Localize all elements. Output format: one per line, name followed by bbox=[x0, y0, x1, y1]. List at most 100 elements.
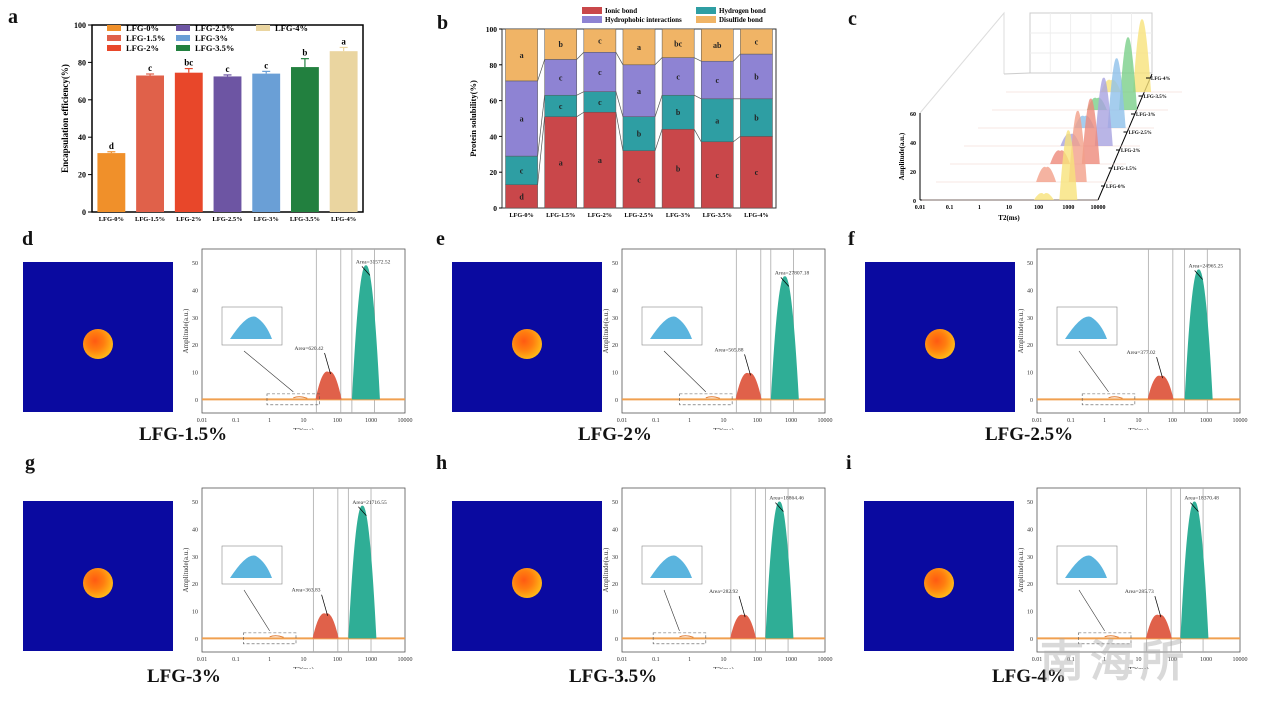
legend-swatch bbox=[582, 7, 602, 14]
annotation-arrow bbox=[744, 354, 751, 376]
area-label: Area=27807.18 bbox=[775, 270, 810, 276]
plot-frame bbox=[621, 487, 826, 653]
segment-letter: b bbox=[676, 165, 681, 174]
peak bbox=[351, 265, 380, 400]
peak bbox=[1081, 98, 1100, 164]
legend-swatch bbox=[176, 45, 190, 51]
x-tick-label: LFG-0% bbox=[509, 212, 534, 219]
x-tick-label: 0.1 bbox=[946, 205, 954, 211]
y-tick-label: 100 bbox=[74, 21, 86, 30]
inset-pointer bbox=[663, 589, 680, 631]
y-tick-label: 50 bbox=[612, 500, 618, 506]
segment-letter: b bbox=[676, 108, 681, 117]
plot-frame bbox=[201, 248, 406, 414]
stack-segment bbox=[544, 59, 578, 96]
sample-label-g: LFG-3% bbox=[147, 666, 221, 687]
y-axis-label: Amplitude(a.u.) bbox=[898, 132, 906, 180]
legend-label: LFG-1.5% bbox=[126, 33, 165, 43]
connector-line bbox=[733, 136, 741, 143]
x-tick-label: 10 bbox=[721, 418, 727, 424]
stack-segment bbox=[544, 28, 578, 60]
t2-spectrum-d: 0 10 20 30 40 50 0.01 0.1 1 10 100 1000 10000 T2(ms) A… bbox=[182, 248, 413, 430]
peak bbox=[770, 276, 799, 400]
inset-pointer bbox=[663, 350, 707, 393]
mri-image-g bbox=[23, 501, 173, 651]
stack-segment bbox=[740, 98, 773, 137]
y-tick-label: 40 bbox=[1027, 289, 1033, 295]
annotation-arrow bbox=[738, 596, 746, 618]
y-tick-label: 30 bbox=[612, 316, 618, 322]
zoom-box bbox=[266, 393, 320, 406]
bar bbox=[329, 51, 358, 213]
inset-pointer bbox=[243, 589, 270, 632]
x-tick-label: 100 bbox=[1168, 418, 1177, 424]
stack-segment bbox=[622, 116, 656, 151]
mri-image-h bbox=[452, 501, 602, 651]
legend-label: Ionic bond bbox=[605, 7, 637, 15]
legend-swatch bbox=[107, 45, 121, 51]
plot-frame bbox=[1036, 487, 1241, 653]
y-tick-label: 30 bbox=[192, 316, 198, 322]
stack-segment bbox=[505, 28, 538, 82]
watermark: 南海所 bbox=[1040, 636, 1190, 687]
peak bbox=[1180, 501, 1209, 639]
y-tick-label: 50 bbox=[612, 261, 618, 267]
annotation-arrow bbox=[321, 594, 328, 616]
x-tick-label: LFG-3% bbox=[254, 216, 279, 223]
y-tick-label: 10 bbox=[612, 371, 618, 377]
plot-frame bbox=[621, 248, 826, 414]
stack-segment bbox=[622, 28, 656, 66]
segment-letter: c bbox=[755, 38, 759, 47]
zoom-box bbox=[243, 632, 297, 645]
t2-spectrum-h: 0 10 20 30 40 50 0.01 0.1 1 10 100 1000 10000 T2(ms) A… bbox=[602, 487, 833, 669]
x-tick-label: LFG-3.5% bbox=[703, 212, 732, 219]
x-tick-label: LFG-2.5% bbox=[624, 212, 653, 219]
annotation-arrow bbox=[358, 506, 367, 516]
small-peak-curve bbox=[705, 396, 720, 399]
significance-letter: d bbox=[109, 141, 114, 151]
x-tick-label: LFG-2.5% bbox=[212, 216, 242, 223]
legend-label: Hydrogen bond bbox=[719, 7, 766, 15]
x-tick-label: 10 bbox=[1006, 205, 1012, 211]
sample-label-i: LFG-4% bbox=[992, 666, 1066, 687]
y-tick-label: 40 bbox=[1027, 528, 1033, 534]
x-axis-label: T2(ms) bbox=[293, 666, 314, 669]
x-tick-label: LFG-2% bbox=[588, 212, 613, 219]
t2-spectrum-i: 0 10 20 30 40 50 0.01 0.1 1 10 100 1000 10000 T2(ms) A… bbox=[1017, 487, 1248, 669]
annotation-arrow bbox=[1156, 357, 1163, 379]
y-tick-label: 10 bbox=[192, 371, 198, 377]
annotation-arrow bbox=[324, 352, 331, 375]
t2-waterfall-chart: 0 20 40 60 0.01 0.1 1 10 100 1000 10000 T2(ms) Ampli… bbox=[898, 11, 1182, 222]
peak bbox=[1094, 77, 1113, 146]
y-tick-label: 10 bbox=[1027, 371, 1033, 377]
y-axis-label: Protein solubility(%) bbox=[468, 80, 478, 157]
sample-spot bbox=[925, 329, 955, 359]
x-tick-label: 0.01 bbox=[1032, 657, 1043, 663]
plot-frame bbox=[201, 487, 406, 653]
sample-spot bbox=[83, 329, 113, 359]
y-tick-label: 30 bbox=[612, 555, 618, 561]
area-label: Area=24965.25 bbox=[1189, 264, 1224, 270]
significance-letter: c bbox=[264, 60, 268, 70]
x-tick-label: 1 bbox=[268, 657, 271, 663]
peak bbox=[735, 372, 762, 400]
y-tick-label: 20 bbox=[612, 582, 618, 588]
panel-label-c: c bbox=[848, 8, 857, 30]
segment-letter: a bbox=[559, 158, 563, 167]
legend-label: LFG-4% bbox=[275, 23, 308, 33]
sample-label-h: LFG-3.5% bbox=[569, 666, 658, 687]
sample-label-d: LFG-1.5% bbox=[139, 424, 228, 445]
legend-swatch bbox=[696, 7, 716, 14]
x-tick-label: 0.1 bbox=[1067, 418, 1075, 424]
annotation-arrow bbox=[1194, 270, 1203, 280]
y-axis-label: Amplitude(a.u.) bbox=[602, 547, 610, 592]
y-axis-label: Encapsulation efficiency(%) bbox=[60, 64, 70, 173]
mri-image-i bbox=[864, 501, 1014, 651]
y-tick-label: 0 bbox=[913, 199, 916, 205]
area-label: Area=565.88 bbox=[715, 347, 744, 353]
segment-letter: c bbox=[559, 102, 563, 111]
series-label: LFG-4% bbox=[1151, 77, 1170, 82]
x-tick-label: 0.01 bbox=[617, 657, 628, 663]
y-tick-label: 0 bbox=[195, 398, 198, 404]
stack-segment bbox=[661, 128, 695, 209]
